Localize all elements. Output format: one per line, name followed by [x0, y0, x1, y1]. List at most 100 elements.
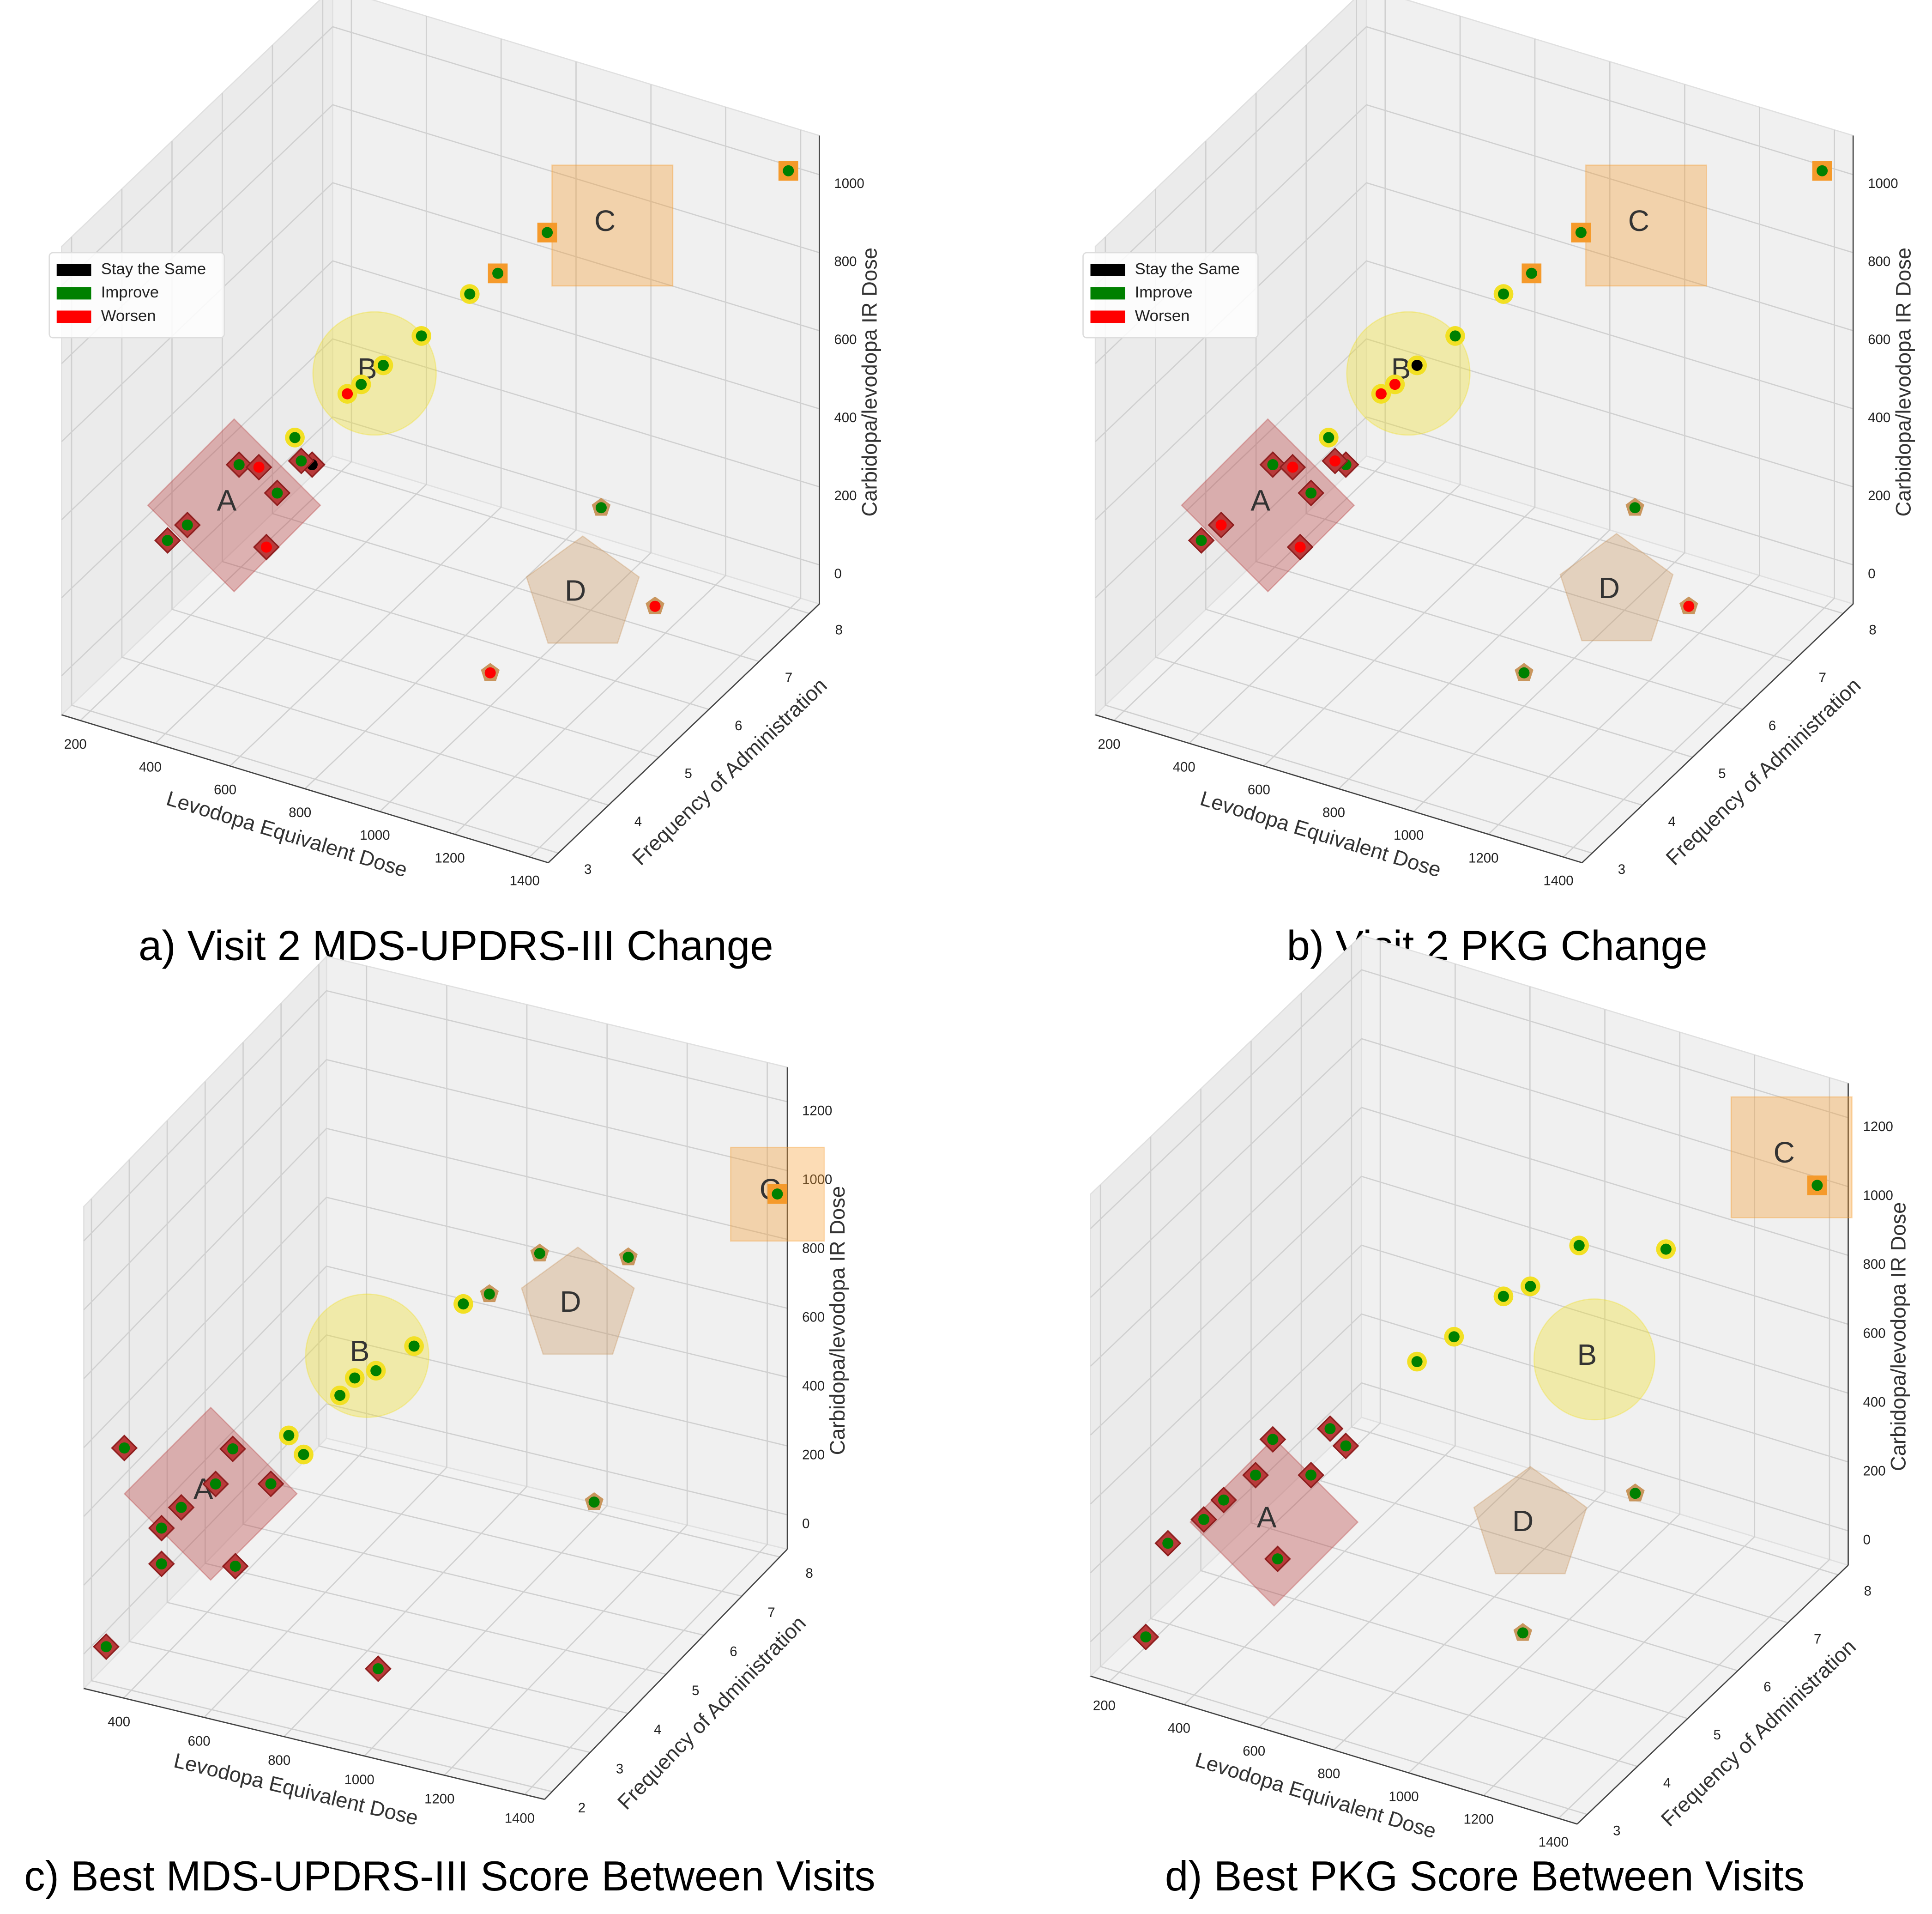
- point-dot: [265, 1478, 277, 1490]
- point-dot: [1198, 1514, 1210, 1525]
- region-circle: [312, 311, 437, 436]
- point: [219, 1435, 247, 1462]
- point: [1521, 263, 1542, 284]
- point: [264, 479, 291, 507]
- grid-line: [1095, 260, 1854, 521]
- grid-line: [364, 1024, 608, 1757]
- grid-line: [83, 1196, 788, 1448]
- x-tick-label: 1200: [1468, 850, 1498, 866]
- grid-line: [1099, 1184, 1588, 1815]
- point-dot: [649, 600, 661, 612]
- grid-line: [128, 1159, 591, 1753]
- region-pentagon: [525, 535, 640, 644]
- grid-line: [166, 1121, 628, 1714]
- grid-line: [229, 39, 502, 767]
- grid-line: [284, 1004, 528, 1737]
- point-dot: [1340, 1440, 1352, 1452]
- point-dot: [1215, 519, 1227, 531]
- point: [1407, 355, 1427, 376]
- point-dot: [1323, 432, 1334, 443]
- z-axis-label: Carbidopa/levodopa IR Dose: [826, 1186, 849, 1455]
- chart-caption: a) Visit 2 MDS-UPDRS-III Change: [139, 923, 773, 969]
- panel: 200 400 600 800 1000 1200 1400 3 4 5 6 7 8 0 200 400 600…: [48, 0, 881, 969]
- point: [1679, 596, 1698, 614]
- point: [1259, 451, 1286, 478]
- legend-swatch: [1090, 264, 1125, 276]
- y-tick-label: 5: [684, 766, 692, 781]
- panel: 200 400 600 800 1000 1200 1400 3 4 5 6 7 8 0 200 400 600…: [1089, 934, 1910, 1900]
- point-dot: [1575, 227, 1587, 238]
- y-tick-label: 6: [1769, 718, 1776, 733]
- x-axis: [84, 1688, 545, 1800]
- point-dot: [260, 541, 272, 553]
- grid-line: [83, 990, 788, 1242]
- point-dot: [1630, 1488, 1641, 1499]
- point-dot: [772, 1188, 783, 1200]
- point: [1407, 1351, 1427, 1372]
- point: [1493, 1286, 1514, 1307]
- point: [592, 497, 611, 516]
- grid-line: [1090, 1382, 1848, 1642]
- grid-line: [155, 16, 427, 744]
- grid-line: [121, 189, 609, 806]
- point-dot: [377, 359, 389, 371]
- point: [1279, 454, 1306, 481]
- grid-line: [1155, 189, 1643, 806]
- grid-line: [61, 416, 820, 677]
- point: [1515, 663, 1534, 681]
- grid-line: [454, 107, 727, 835]
- grid-line: [1090, 1038, 1848, 1298]
- grid-line: [1488, 107, 1760, 835]
- point-dot: [1195, 535, 1207, 546]
- y-tick-label: 3: [616, 1761, 623, 1776]
- chart-caption: c) Best MDS-UPDRS-III Score Between Visi…: [24, 1853, 875, 1900]
- point: [1242, 1461, 1269, 1489]
- y-tick-label: 4: [1668, 814, 1676, 829]
- point: [253, 533, 280, 561]
- z-tick-label: 400: [1868, 410, 1890, 425]
- grid-line: [1095, 338, 1854, 599]
- point: [373, 355, 393, 376]
- point-dot: [298, 1449, 309, 1460]
- point: [1625, 497, 1644, 516]
- chart-caption: d) Best PKG Score Between Visits: [1165, 1853, 1805, 1900]
- x-tick-label: 1200: [424, 1792, 454, 1807]
- y-axis: [548, 603, 820, 863]
- grid-line: [1109, 941, 1381, 1683]
- region-pentagon: [520, 1246, 635, 1355]
- y-tick-label: 3: [1618, 862, 1625, 877]
- point-dot: [370, 1365, 382, 1376]
- z-tick-label: 200: [1868, 488, 1890, 503]
- x-tick-label: 1000: [344, 1772, 374, 1787]
- x-tick-label: 200: [64, 737, 87, 752]
- grid-line: [318, 964, 780, 1558]
- point-dot: [622, 1252, 634, 1263]
- grid-line: [1305, 45, 1793, 662]
- point-dot: [283, 1429, 295, 1441]
- point-dot: [1449, 330, 1461, 342]
- point: [148, 1550, 175, 1577]
- point: [1298, 1461, 1325, 1489]
- grid-line: [1150, 1137, 1638, 1767]
- legend-label: Worsen: [101, 307, 156, 325]
- grid-line: [1105, 236, 1593, 854]
- point-dot: [1498, 288, 1509, 300]
- y-axis: [1582, 603, 1854, 863]
- z-tick-label: 800: [1863, 1257, 1886, 1272]
- x-axis: [61, 714, 549, 864]
- point: [1154, 1530, 1182, 1557]
- legend-box: [48, 252, 225, 339]
- point: [202, 1471, 229, 1497]
- point: [1807, 1175, 1827, 1195]
- x-tick-label: 400: [139, 759, 162, 775]
- point: [767, 1184, 787, 1204]
- y-tick-label: 8: [1864, 1584, 1872, 1599]
- x-tick-label: 800: [289, 805, 311, 820]
- x-tick-label: 1400: [505, 1811, 535, 1826]
- x-tick-label: 600: [188, 1733, 211, 1749]
- z-tick-label: 1000: [1863, 1188, 1893, 1203]
- grid-line: [83, 1334, 788, 1586]
- z-tick-label: 0: [802, 1516, 809, 1532]
- left-pane: [61, 0, 333, 716]
- z-tick-label: 400: [1863, 1394, 1886, 1410]
